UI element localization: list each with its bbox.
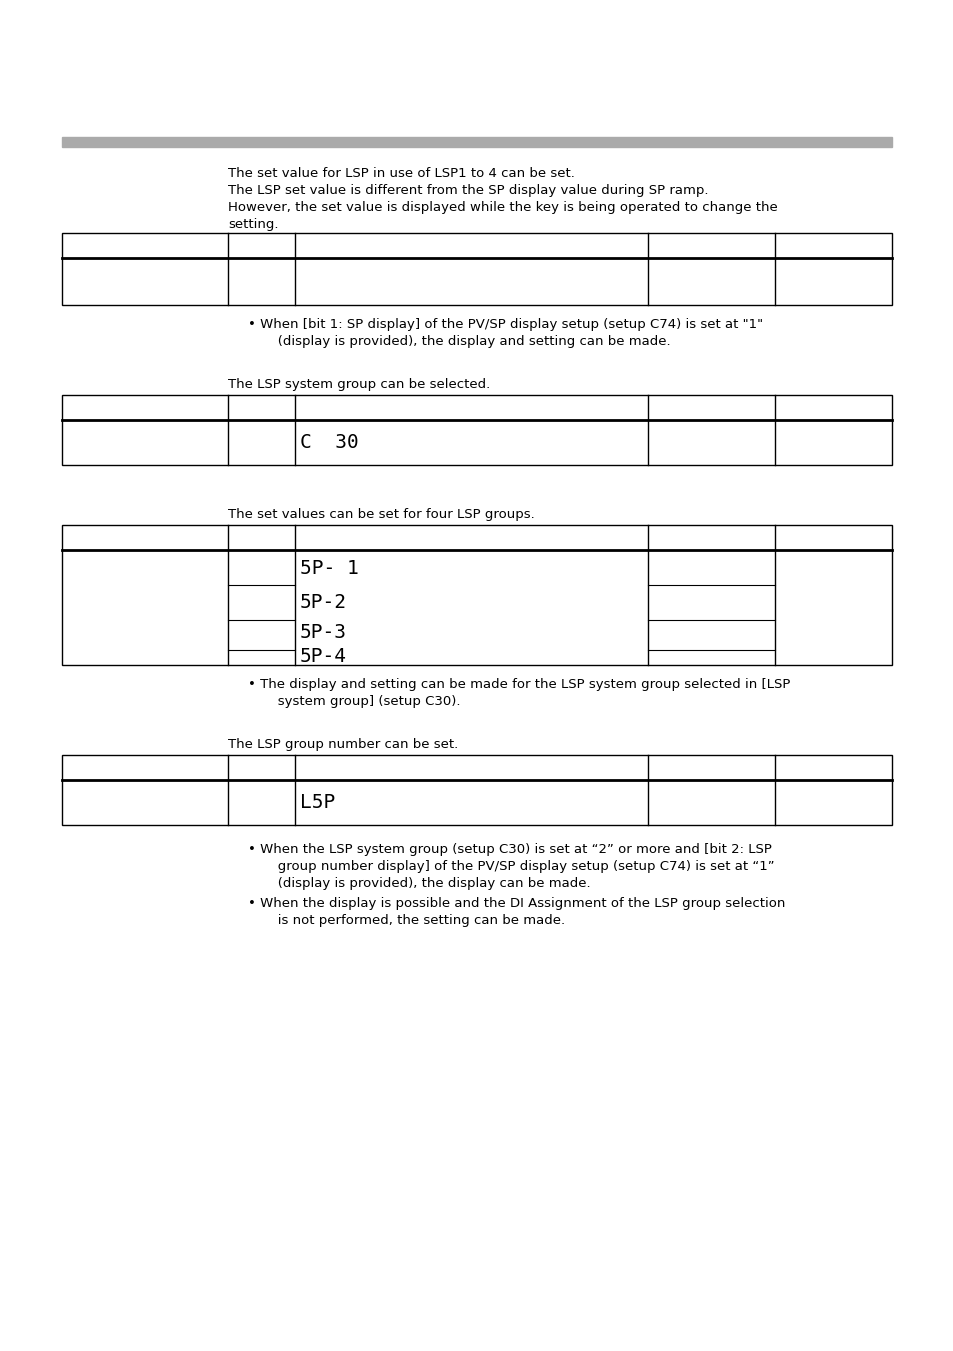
Text: group number display] of the PV/SP display setup (setup C74) is set at “1”: group number display] of the PV/SP displ… (265, 861, 774, 873)
Text: system group] (setup C30).: system group] (setup C30). (265, 694, 460, 708)
Bar (62, 526, 891, 665)
Bar (62, 755, 891, 825)
Text: The LSP set value is different from the SP display value during SP ramp.: The LSP set value is different from the … (228, 184, 708, 197)
Text: • When [bit 1: SP display] of the PV/SP display setup (setup C74) is set at "1": • When [bit 1: SP display] of the PV/SP … (248, 317, 762, 331)
Text: (display is provided), the display can be made.: (display is provided), the display can b… (265, 877, 590, 890)
Text: However, the set value is displayed while the key is being operated to change th: However, the set value is displayed whil… (228, 201, 777, 213)
Text: • The display and setting can be made for the LSP system group selected in [LSP: • The display and setting can be made fo… (248, 678, 789, 690)
Bar (62, 232, 891, 305)
Text: C  30: C 30 (299, 432, 358, 451)
Text: 5P- 1: 5P- 1 (299, 558, 358, 577)
Text: setting.: setting. (228, 218, 278, 231)
Text: The set value for LSP in use of LSP1 to 4 can be set.: The set value for LSP in use of LSP1 to … (228, 168, 575, 180)
Text: L5P: L5P (299, 793, 335, 812)
Text: The set values can be set for four LSP groups.: The set values can be set for four LSP g… (228, 508, 535, 521)
Bar (62, 394, 891, 465)
Text: • When the display is possible and the DI Assignment of the LSP group selection: • When the display is possible and the D… (248, 897, 784, 911)
Text: The LSP system group can be selected.: The LSP system group can be selected. (228, 378, 490, 390)
Text: 5P-2: 5P-2 (299, 593, 347, 612)
Text: The LSP group number can be set.: The LSP group number can be set. (228, 738, 457, 751)
Text: 5P-3: 5P-3 (299, 624, 347, 643)
Text: 5P-4: 5P-4 (299, 647, 347, 666)
Bar (62, 136, 891, 147)
Text: (display is provided), the display and setting can be made.: (display is provided), the display and s… (265, 335, 670, 349)
Text: is not performed, the setting can be made.: is not performed, the setting can be mad… (265, 915, 564, 927)
Text: • When the LSP system group (setup C30) is set at “2” or more and [bit 2: LSP: • When the LSP system group (setup C30) … (248, 843, 771, 857)
